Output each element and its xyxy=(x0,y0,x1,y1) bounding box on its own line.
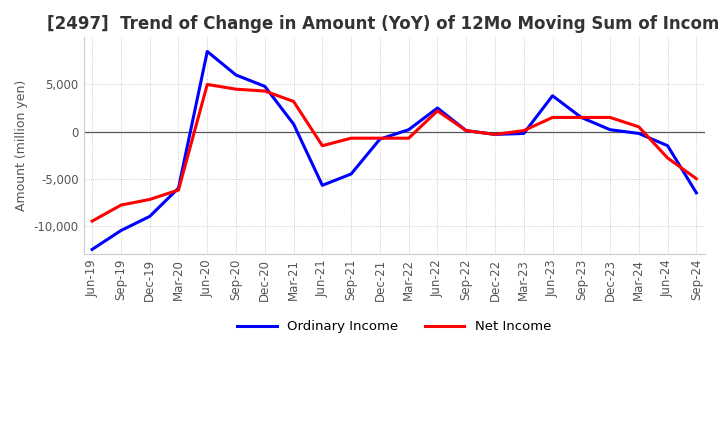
Ordinary Income xyxy=(462,128,470,133)
Ordinary Income xyxy=(433,105,442,110)
Net Income xyxy=(117,202,125,208)
Ordinary Income xyxy=(232,73,240,78)
Line: Ordinary Income: Ordinary Income xyxy=(92,51,696,249)
Ordinary Income xyxy=(289,121,298,127)
Net Income xyxy=(203,82,212,87)
Net Income xyxy=(347,136,356,141)
Ordinary Income xyxy=(318,183,327,188)
Net Income xyxy=(606,115,614,120)
Ordinary Income xyxy=(634,131,643,136)
Net Income xyxy=(490,132,499,137)
Net Income xyxy=(663,155,672,161)
Ordinary Income xyxy=(261,84,269,89)
Ordinary Income xyxy=(405,127,413,132)
Net Income xyxy=(174,187,183,193)
Ordinary Income xyxy=(203,49,212,54)
Ordinary Income xyxy=(577,115,585,120)
Ordinary Income xyxy=(376,136,384,142)
Ordinary Income xyxy=(548,93,557,99)
Ordinary Income xyxy=(117,228,125,233)
Ordinary Income xyxy=(606,127,614,132)
Net Income xyxy=(519,128,528,133)
Ordinary Income xyxy=(490,132,499,137)
Net Income xyxy=(261,88,269,94)
Ordinary Income xyxy=(145,214,154,219)
Net Income xyxy=(433,108,442,114)
Net Income xyxy=(692,176,701,181)
Net Income xyxy=(232,87,240,92)
Net Income xyxy=(318,143,327,148)
Net Income xyxy=(88,219,96,224)
Y-axis label: Amount (million yen): Amount (million yen) xyxy=(15,80,28,211)
Net Income xyxy=(376,136,384,141)
Net Income xyxy=(145,197,154,202)
Ordinary Income xyxy=(347,171,356,176)
Net Income xyxy=(462,128,470,133)
Ordinary Income xyxy=(692,190,701,195)
Net Income xyxy=(548,115,557,120)
Net Income xyxy=(289,99,298,104)
Legend: Ordinary Income, Net Income: Ordinary Income, Net Income xyxy=(232,315,557,338)
Net Income xyxy=(405,136,413,141)
Ordinary Income xyxy=(519,131,528,136)
Title: [2497]  Trend of Change in Amount (YoY) of 12Mo Moving Sum of Incomes: [2497] Trend of Change in Amount (YoY) o… xyxy=(48,15,720,33)
Net Income xyxy=(634,124,643,129)
Ordinary Income xyxy=(663,143,672,148)
Ordinary Income xyxy=(88,247,96,252)
Line: Net Income: Net Income xyxy=(92,84,696,221)
Net Income xyxy=(577,115,585,120)
Ordinary Income xyxy=(174,186,183,191)
